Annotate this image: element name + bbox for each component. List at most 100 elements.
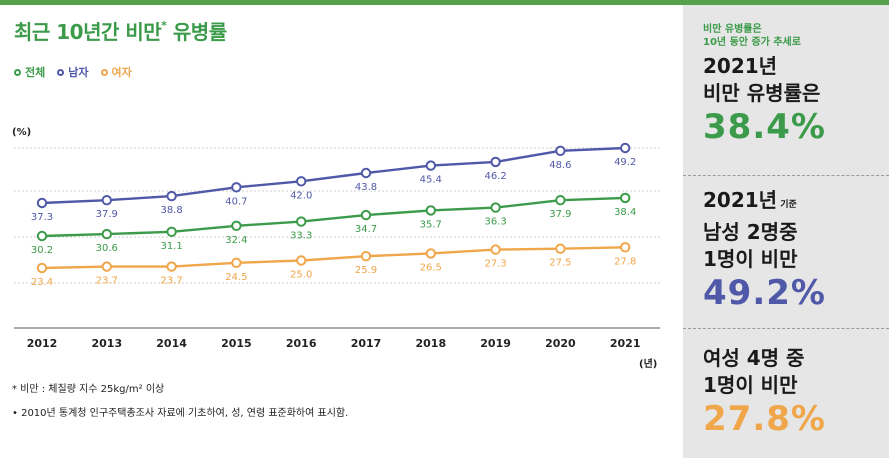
data-point xyxy=(490,202,501,213)
data-point xyxy=(425,248,436,259)
series-line xyxy=(41,146,626,205)
data-label: 25.0 xyxy=(290,270,312,281)
data-label: 36.3 xyxy=(484,217,506,228)
summary-female: 여성 4명 중 1명이 비만 27.8% xyxy=(703,345,826,439)
data-label: 37.9 xyxy=(549,209,571,220)
legend-marker-male xyxy=(57,68,65,76)
data-point xyxy=(490,244,501,255)
summary-female-rate: 27.8% xyxy=(703,399,826,439)
x-tick-label: 2016 xyxy=(286,337,317,350)
data-point xyxy=(620,242,631,253)
data-label: 49.2 xyxy=(614,157,636,168)
data-label: 35.7 xyxy=(420,219,442,230)
data-point xyxy=(231,257,242,268)
data-point xyxy=(555,243,566,254)
data-point xyxy=(166,226,177,238)
summary-sidebar: 비만 유병률은 10년 동안 증가 추세로 2021년 비만 유병률은 38.4… xyxy=(683,5,889,458)
data-point xyxy=(425,160,436,171)
legend-marker-female xyxy=(100,68,108,76)
data-label: 25.9 xyxy=(355,265,377,276)
data-point xyxy=(620,142,631,154)
data-point xyxy=(36,262,48,274)
data-label: 40.7 xyxy=(225,196,247,207)
x-tick-label: 2021 xyxy=(610,337,641,350)
data-label: 42.0 xyxy=(290,190,312,201)
data-label: 37.9 xyxy=(96,209,118,220)
summary-overall-caption-2: 10년 동안 증가 추세로 xyxy=(703,37,801,48)
x-tick-label: 2015 xyxy=(221,337,252,350)
data-point xyxy=(360,251,372,262)
data-point xyxy=(101,195,113,206)
summary-overall-rate: 38.4% xyxy=(703,107,826,147)
data-label: 24.5 xyxy=(225,272,247,283)
legend-label-male: 남자 xyxy=(68,66,89,79)
footnote-source: • 2010년 통계청 인구주택총조사 자료에 기초하여, 성, 연령 표준화하… xyxy=(12,408,349,419)
data-label: 45.4 xyxy=(420,175,442,186)
data-point xyxy=(555,145,566,157)
data-point xyxy=(490,156,501,168)
data-point xyxy=(296,176,307,187)
line-chart: 2012 2013 2014 2015 2016 2017 2018 2019 2020 2021… xyxy=(14,142,660,350)
data-label: 30.2 xyxy=(31,245,53,256)
data-point xyxy=(166,190,177,202)
data-label: 46.2 xyxy=(484,171,506,182)
data-point xyxy=(360,167,372,179)
summary-female-heading-2: 1명이 비만 xyxy=(703,373,798,397)
summary-divider-2 xyxy=(683,328,889,329)
data-label: 32.4 xyxy=(225,235,247,246)
summary-male-heading-3: 1명이 비만 xyxy=(703,247,798,271)
data-label: 23.7 xyxy=(160,276,182,287)
legend-item-female: 여자 xyxy=(100,64,132,80)
series-line xyxy=(41,246,626,270)
data-label: 38.4 xyxy=(614,207,636,218)
legend-marker-total xyxy=(14,68,21,76)
data-label: 34.7 xyxy=(355,224,377,235)
data-point xyxy=(231,220,242,232)
x-tick-label: 2013 xyxy=(91,337,122,350)
x-tick-label: 2012 xyxy=(27,337,58,350)
data-label: 26.5 xyxy=(420,262,442,273)
data-point xyxy=(101,261,113,272)
data-point xyxy=(101,228,113,240)
data-point xyxy=(360,209,372,221)
x-tick-label: 2014 xyxy=(156,337,187,350)
legend-label-total: 전체 xyxy=(25,66,46,79)
chart-title: 최근 10년간 비만* 유병률 xyxy=(14,19,227,44)
data-point xyxy=(166,261,177,272)
data-point xyxy=(231,182,242,193)
data-point xyxy=(620,192,631,204)
footnote-bmi: * 비만 : 체질량 지수 25kg/m² 이상 xyxy=(12,384,165,395)
summary-female-heading-1: 여성 4명 중 xyxy=(703,346,805,370)
data-label: 30.6 xyxy=(96,243,118,254)
summary-overall-heading-1: 2021년 xyxy=(703,54,778,78)
summary-overall-caption-1: 비만 유병률은 xyxy=(703,24,762,35)
data-label: 27.3 xyxy=(484,259,506,270)
summary-male: 2021년 기준 남성 2명중 1명이 비만 49.2% xyxy=(703,187,826,313)
summary-male-heading-2: 남성 2명중 xyxy=(703,220,798,244)
data-label: 38.8 xyxy=(160,205,182,216)
x-tick-label: 2018 xyxy=(415,337,446,350)
x-tick-label: 2019 xyxy=(480,337,511,350)
legend-item-male: 남자 xyxy=(57,64,89,80)
data-label: 23.7 xyxy=(96,276,118,287)
data-point xyxy=(425,205,436,216)
legend-label-female: 여자 xyxy=(111,66,132,79)
y-axis-unit: (%) xyxy=(12,127,32,138)
data-label: 27.5 xyxy=(549,258,571,269)
summary-male-heading-1: 2021년 기준 xyxy=(703,188,797,212)
data-label: 33.3 xyxy=(290,231,312,242)
legend-item-total: 전체 xyxy=(14,64,45,80)
data-label: 43.8 xyxy=(355,182,377,193)
x-axis-unit: (년) xyxy=(639,359,658,370)
data-label: 37.3 xyxy=(31,212,53,223)
data-label: 23.4 xyxy=(31,277,53,288)
data-point xyxy=(36,230,48,242)
summary-overall-heading-2: 비만 유병률은 xyxy=(703,81,821,105)
top-accent-bar xyxy=(0,0,889,5)
summary-overall: 비만 유병률은 10년 동안 증가 추세로 2021년 비만 유병률은 38.4… xyxy=(703,23,826,147)
x-tick-label: 2017 xyxy=(351,337,382,350)
summary-divider-1 xyxy=(683,175,889,176)
data-label: 31.1 xyxy=(160,241,182,252)
x-tick-label: 2020 xyxy=(545,337,576,350)
data-label: 48.6 xyxy=(549,160,571,171)
